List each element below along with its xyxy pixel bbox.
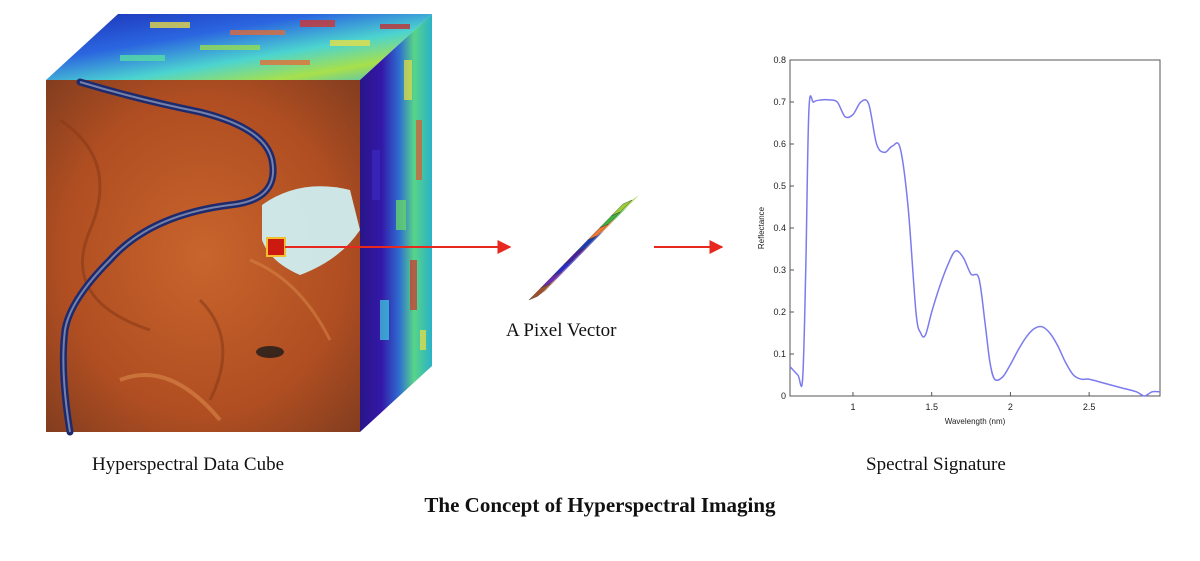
pixel-vector-band [540,271,562,289]
y-tick-label: 0.1 [773,349,786,359]
y-tick-label: 0.3 [773,265,786,275]
y-axis-label: Reflectance [757,206,766,249]
x-tick-label: 2.5 [1083,402,1096,412]
pixel-vector-caption: A Pixel Vector [506,320,617,341]
terrain-texture [59,118,332,422]
spectral-signature-caption: Spectral Signature [866,454,1006,475]
y-tick-label: 0.5 [773,181,786,191]
figure-title: The Concept of Hyperspectral Imaging [424,493,776,517]
pixel-vector-band [575,235,597,253]
selected-pixel-marker [266,237,286,257]
pixel-vector-band-side [585,231,604,248]
spectral-signature-chart: 1 1.5 2 2.5 0 0.1 0.2 0.3 0.4 0.5 0.6 0.7 0.8 Wavele… [757,55,1161,426]
cube-side-texture [372,60,426,350]
x-tick-label: 1.5 [925,402,938,412]
pixel-vector-band [564,247,586,265]
pixel-vector-band [611,199,633,217]
pixel-vector-band-side [620,195,639,212]
y-tick-label: 0.8 [773,55,786,65]
x-tick-label: 2 [1008,402,1013,412]
plot-area [789,59,1161,397]
pixel-vector [528,195,639,301]
pixel-vector-band [587,223,609,241]
pixel-vector-band [599,211,621,229]
pixel-vector-band [552,259,574,277]
y-tick-label: 0 [781,391,786,401]
pale-lake [262,186,360,275]
x-tick-label: 1 [850,402,855,412]
pixel-vector-band-side [608,207,628,224]
y-tick-label: 0.2 [773,307,786,317]
y-tick-label: 0.7 [773,97,786,107]
cube-top-texture [120,20,410,65]
hyperspectral-data-cube [46,14,432,436]
pixel-vector-band-side [596,219,616,236]
x-axis-label: Wavelength (nm) [945,417,1006,426]
pixel-vector-band-side [538,279,557,296]
cube-caption: Hyperspectral Data Cube [92,454,285,475]
reflectance-curve [789,95,1161,397]
y-tick-label: 0.4 [773,223,786,233]
pixel-vector-band [528,283,550,301]
pixel-vector-band-side [561,255,581,272]
y-tick-label: 0.6 [773,139,786,149]
pixel-vector-band-side [573,243,592,260]
pixel-vector-band-side [549,267,569,284]
